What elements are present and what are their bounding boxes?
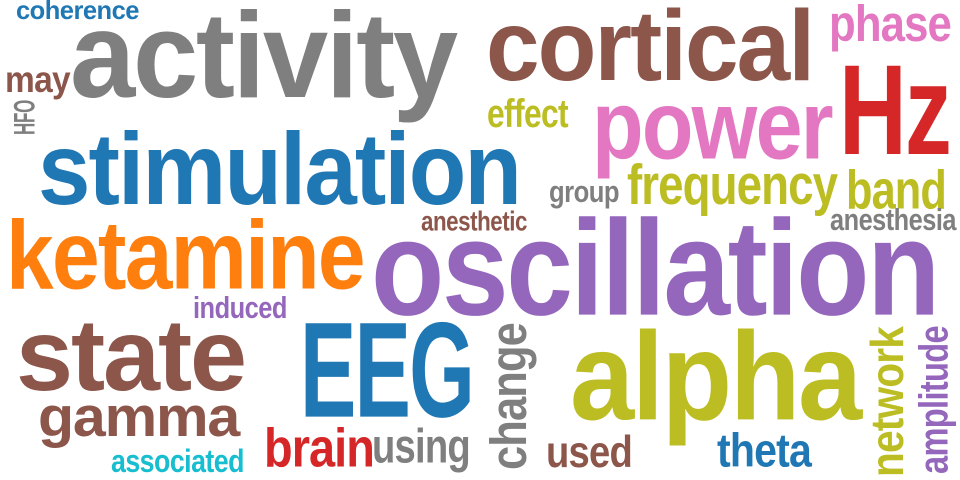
word-power: power: [592, 70, 834, 180]
word-coherence: coherence: [16, 0, 139, 25]
word-used: used: [546, 426, 633, 477]
word-oscillation: oscillation: [371, 191, 940, 344]
word-hz: Hz: [839, 39, 952, 182]
word-gamma: gamma: [38, 385, 240, 449]
word-theta: theta: [717, 424, 812, 478]
word-may: may: [5, 58, 71, 101]
word-brain: brain: [264, 416, 375, 479]
word-induced: induced: [193, 290, 287, 326]
word-activity: activity: [70, 0, 458, 123]
word-hfo: HFO: [7, 99, 42, 135]
word-eeg: EEG: [300, 293, 475, 446]
word-anesthetic: anesthetic: [421, 204, 527, 237]
word-using: using: [372, 419, 471, 474]
word-cortical: cortical: [486, 0, 815, 103]
word-band: band: [846, 158, 947, 221]
word-group: group: [549, 174, 620, 210]
word-associated: associated: [111, 443, 244, 479]
word-alpha: alpha: [570, 305, 862, 447]
word-phase: phase: [829, 0, 952, 52]
word-effect: effect: [487, 91, 569, 136]
word-amplitude: amplitude: [910, 325, 957, 474]
word-stimulation: stimulation: [38, 111, 522, 226]
word-anesthesia: anesthesia: [830, 202, 956, 238]
word-frequency: frequency: [627, 153, 838, 217]
word-ketamine: ketamine: [6, 200, 366, 310]
word-change: change: [479, 323, 538, 470]
word-network: network: [861, 326, 914, 477]
word-state: state: [16, 297, 247, 412]
